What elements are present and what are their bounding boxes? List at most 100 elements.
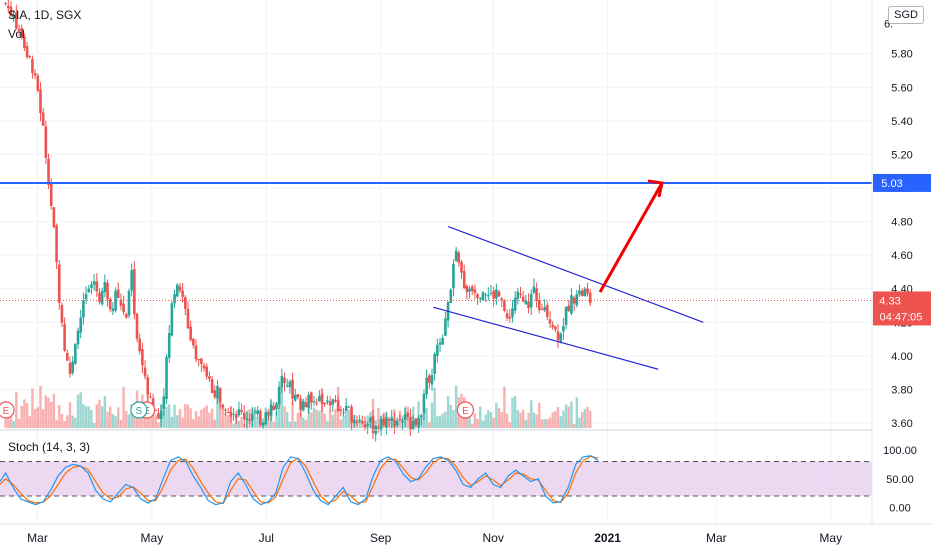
- stoch-k-line: [0, 455, 599, 506]
- volume-bar: [312, 407, 316, 428]
- candle-body: [546, 305, 549, 317]
- candle-body: [347, 406, 351, 408]
- volume-bar: [489, 412, 493, 428]
- candle-body: [583, 288, 587, 297]
- time-tick-label: 2021: [594, 531, 621, 545]
- volume-bar: [495, 402, 498, 428]
- candle-body: [170, 303, 174, 336]
- volume-bar: [210, 408, 214, 428]
- candle-body: [390, 417, 394, 421]
- candle-body: [151, 398, 155, 411]
- volume-bar: [100, 406, 104, 428]
- volume-bar: [307, 402, 310, 428]
- volume-bar: [55, 420, 58, 428]
- stochastic-legend[interactable]: Stoch (14, 3, 3): [8, 440, 91, 454]
- volume-bar: [567, 406, 570, 428]
- volume-bar: [4, 416, 7, 428]
- volume-bar: [508, 422, 511, 428]
- volume-bar: [76, 394, 80, 428]
- candle-body: [138, 338, 142, 352]
- volume-bar: [66, 415, 69, 428]
- resistance-tag-label: 5.03: [881, 178, 902, 190]
- candle-body: [245, 418, 249, 421]
- candle-body: [49, 183, 53, 206]
- volume-bar: [205, 405, 208, 428]
- volume-bar: [481, 420, 485, 428]
- candle-body: [92, 281, 96, 285]
- volume-bar: [344, 409, 348, 428]
- candle-body: [478, 298, 482, 300]
- volume-bar: [227, 415, 230, 428]
- currency-button[interactable]: SGD: [888, 6, 924, 24]
- candle-body: [315, 402, 318, 404]
- volume-bar: [154, 415, 157, 428]
- candle-body: [578, 290, 581, 295]
- volume-bar: [519, 412, 522, 428]
- candle-body: [425, 377, 428, 395]
- candle-body: [508, 316, 512, 319]
- candle-body: [438, 342, 442, 345]
- volume-bar: [318, 410, 321, 428]
- price-tick-label: 5.80: [891, 49, 912, 61]
- volume-bar: [589, 410, 592, 428]
- volume-bar: [361, 423, 364, 428]
- volume-bar: [473, 413, 477, 428]
- countdown-label: 04:47:05: [880, 311, 923, 323]
- volume-bar: [176, 415, 179, 428]
- candle-body: [540, 308, 544, 310]
- volume-bar: [578, 417, 581, 428]
- volume-bar: [551, 412, 554, 428]
- candle-body: [114, 290, 117, 311]
- candle-body: [280, 375, 284, 388]
- volume-bar: [454, 385, 458, 428]
- volume-bar: [586, 406, 589, 428]
- volume-bar: [358, 419, 361, 428]
- candle-body: [133, 269, 136, 315]
- candle-body: [283, 377, 286, 384]
- split-marker-label: S: [136, 406, 143, 417]
- volume-bar: [178, 409, 182, 428]
- volume-bar: [497, 408, 501, 428]
- volume-bar: [125, 410, 128, 428]
- candle-body: [449, 289, 453, 303]
- last-price-tag: [873, 291, 931, 326]
- volume-bar: [138, 418, 141, 428]
- volume-bar: [68, 402, 72, 428]
- volume-bar: [538, 402, 541, 428]
- candle-body: [272, 405, 276, 410]
- volume-bar: [122, 386, 125, 428]
- volume-legend[interactable]: Vol: [8, 27, 25, 41]
- candle-body: [387, 418, 391, 421]
- last-price-tag-label: 4.33: [879, 295, 900, 307]
- candle-body: [71, 361, 74, 373]
- candle-body: [350, 406, 353, 423]
- candle-body: [165, 356, 168, 400]
- target-arrow: [598, 182, 664, 293]
- candle-body: [237, 409, 241, 416]
- candle-body: [157, 413, 160, 419]
- stoch-tick-label: 50.00: [886, 474, 914, 486]
- candle-body: [433, 353, 436, 374]
- earnings-marker-label: E: [3, 406, 10, 417]
- candle-body: [108, 299, 112, 310]
- candle-body: [84, 293, 88, 300]
- candle-body: [253, 412, 257, 414]
- candle-body: [41, 112, 45, 126]
- candle-body: [200, 358, 203, 364]
- candle-body: [393, 419, 396, 427]
- candle-body: [261, 422, 265, 426]
- earnings-marker: [0, 401, 15, 419]
- candle-body: [269, 404, 273, 416]
- volume-bar: [200, 409, 203, 428]
- candle-body: [500, 298, 504, 301]
- volume-bar: [446, 396, 450, 428]
- candle-body: [90, 284, 93, 288]
- candle-body: [326, 400, 329, 403]
- volume-bar: [559, 416, 562, 428]
- candle-body: [240, 410, 243, 412]
- symbol-legend[interactable]: SIA, 1D, SGX: [8, 8, 82, 22]
- candle-body: [363, 424, 367, 427]
- candle-body: [15, 12, 18, 29]
- volume-bar: [562, 410, 565, 428]
